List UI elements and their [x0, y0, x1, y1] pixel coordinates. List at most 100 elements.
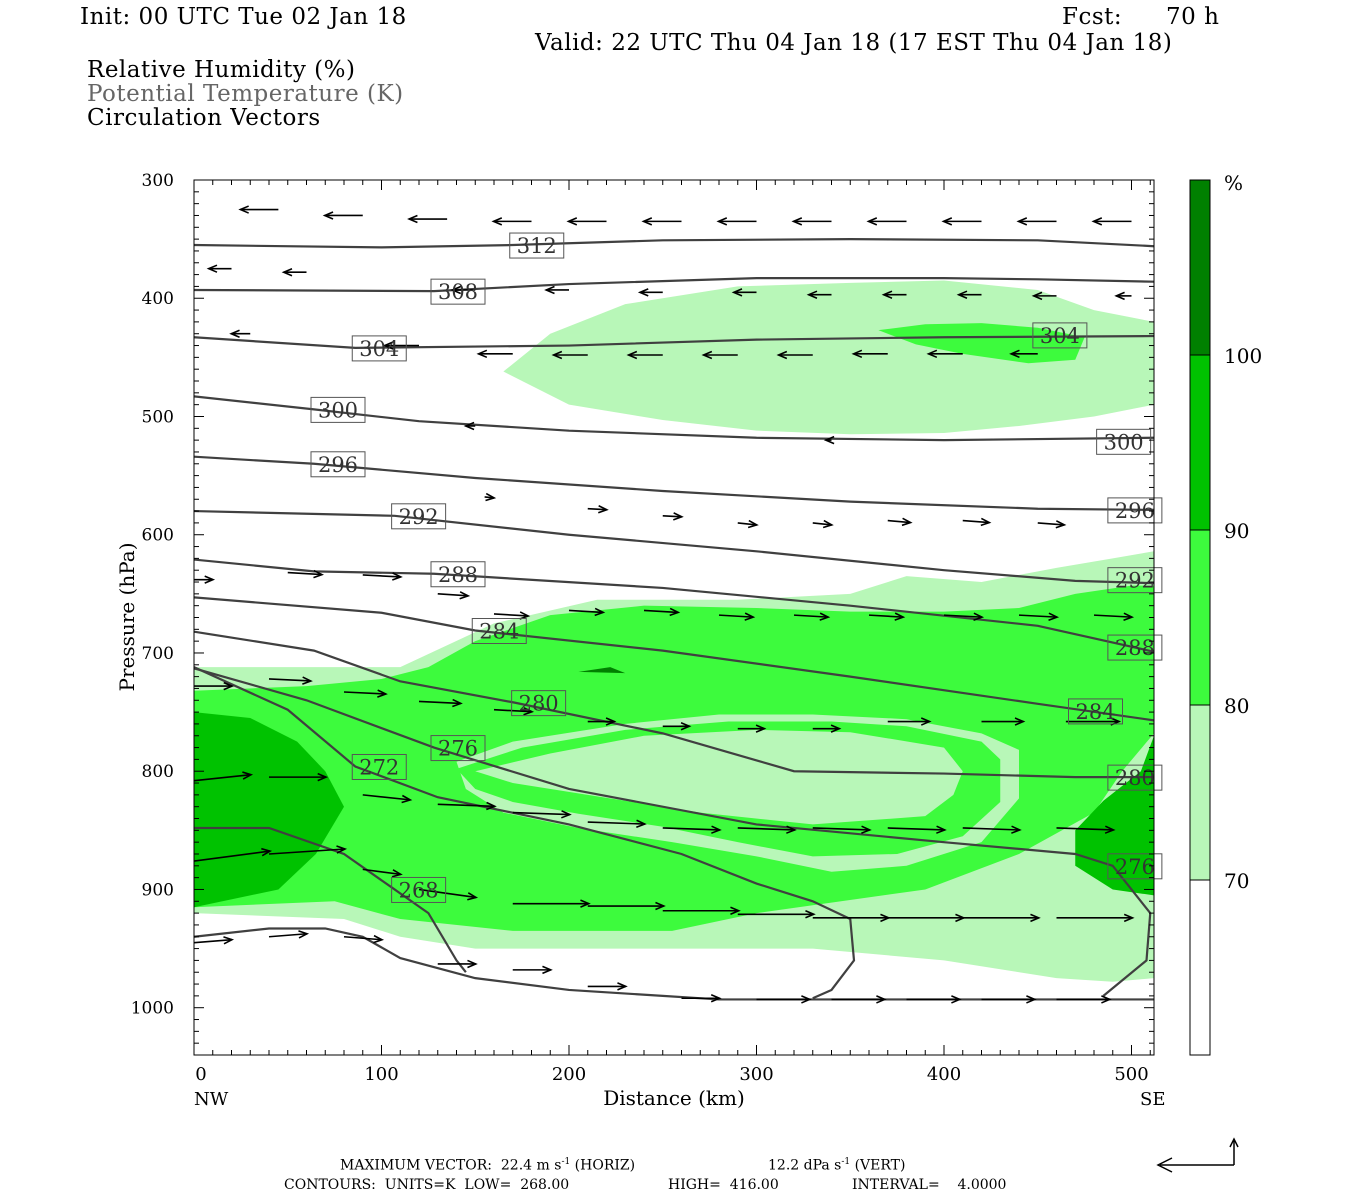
circulation-vector [662, 512, 684, 521]
circulation-vector [587, 901, 666, 911]
colorbar-label: 100 [1224, 344, 1262, 368]
theta-contour [194, 630, 1154, 779]
forecast-hour-value: 70 h [1166, 4, 1220, 30]
circulation-vector [716, 217, 757, 226]
contour-label: 304 [1032, 322, 1088, 349]
colorbar-label: 80 [1224, 694, 1249, 718]
contour-label: 312 [509, 232, 565, 259]
circulation-vector [981, 995, 1037, 1004]
circulation-vector [1056, 913, 1135, 923]
max-vector-vert-unit: (VERT) [854, 1157, 906, 1174]
contour-label: 276 [430, 735, 486, 762]
colorbar-label: 70 [1224, 869, 1249, 893]
contour-label: 272 [351, 753, 407, 780]
theta-contour [194, 826, 467, 973]
circulation-vector [866, 217, 907, 226]
circulation-vector [418, 698, 463, 708]
y-axis-title: Pressure (hPa) [115, 543, 139, 692]
colorbar-segment [1189, 529, 1211, 706]
circulation-vector [491, 217, 532, 226]
circulation-vector [382, 341, 419, 350]
valid-time: Valid: 22 UTC Thu 04 Jan 18 (17 EST Thu … [535, 30, 1173, 56]
circulation-vector [512, 899, 591, 908]
circulation-vector [962, 825, 1022, 834]
circulation-vector [1037, 520, 1067, 529]
circulation-vector [587, 819, 647, 829]
circulation-vector [1093, 612, 1135, 621]
circulation-vector [887, 517, 913, 527]
circulation-vector [1091, 217, 1132, 226]
circulation-vector [943, 612, 985, 621]
contours-high-text: HIGH= 416.00 [668, 1177, 779, 1193]
contour-label: 276 [1107, 853, 1163, 880]
circulation-vector [641, 217, 682, 226]
max-vector-text: MAXIMUM VECTOR: 22.4 m s-1 (HORIZ) [340, 1157, 635, 1174]
y-tick-label: 600 [142, 526, 174, 546]
svg-text:300: 300 [1104, 430, 1144, 454]
circulation-vector [868, 612, 906, 621]
circulation-vector [587, 717, 617, 726]
svg-text:296: 296 [1115, 499, 1155, 523]
circulation-vector [718, 612, 756, 621]
circulation-vector [701, 350, 738, 360]
colorbar-segment [1189, 879, 1211, 1056]
circulation-vector [493, 707, 535, 716]
circulation-vector [1016, 217, 1057, 226]
colorbar-unit: % [1224, 171, 1243, 195]
circulation-vector [484, 492, 497, 502]
svg-text:272: 272 [359, 755, 399, 779]
nw-label: NW [194, 1089, 229, 1110]
circulation-vector [881, 290, 907, 299]
contour-label: 300 [310, 396, 366, 423]
circulation-vector [662, 722, 692, 731]
circulation-vector [906, 995, 962, 1004]
circulation-vector [450, 285, 476, 295]
contour-label: 288 [430, 561, 486, 588]
svg-text:276: 276 [438, 737, 478, 761]
x-tick-label: 200 [552, 1064, 586, 1085]
circulation-vector [587, 982, 628, 991]
colorbar-label: 90 [1224, 519, 1249, 543]
circulation-vector [343, 689, 388, 698]
y-tick-label: 900 [142, 880, 174, 900]
circulation-vector [343, 934, 385, 944]
contour-label: 284 [1068, 698, 1123, 725]
circulation-vector [1031, 291, 1057, 301]
colorbar-segment [1189, 704, 1211, 881]
rh-region-90 [194, 712, 344, 908]
svg-text:304: 304 [1040, 324, 1080, 348]
circulation-vector [1056, 825, 1116, 834]
circulation-vector [812, 519, 834, 529]
contour-label: 280 [511, 690, 567, 717]
max-vector-horiz: 22.4 m s [500, 1157, 562, 1174]
circulation-vector [437, 801, 497, 811]
circulation-vector [268, 930, 310, 939]
svg-text:300: 300 [318, 398, 358, 422]
y-tick-label: 400 [142, 289, 174, 309]
svg-text:280: 280 [519, 692, 559, 716]
circulation-vector [737, 910, 816, 919]
circulation-vector [362, 868, 403, 878]
circulation-vector [512, 965, 553, 975]
circulation-vector [587, 505, 609, 514]
init-time: Init: 00 UTC Tue 02 Jan 18 [80, 4, 407, 30]
x-tick-label: 400 [927, 1064, 961, 1085]
circulation-vector [737, 519, 759, 529]
theta-contour [194, 667, 1152, 997]
svg-text:284: 284 [479, 620, 519, 644]
circulation-vector [737, 825, 797, 834]
circulation-vector [493, 611, 531, 620]
contour-label: 308 [430, 278, 486, 305]
theta-contour [194, 238, 1154, 249]
colorbar: 70 80 90 100 [1189, 179, 1262, 1056]
circulation-vector [156, 206, 194, 213]
circulation-vector [269, 772, 329, 782]
circulation-vector [737, 724, 767, 733]
circulation-vector [662, 825, 722, 834]
circulation-vector [926, 349, 963, 359]
circulation-vector [1018, 612, 1060, 621]
circulation-vector [831, 995, 887, 1004]
x-axis-title: Distance (km) [603, 1086, 745, 1110]
theta-contour [194, 334, 1154, 350]
